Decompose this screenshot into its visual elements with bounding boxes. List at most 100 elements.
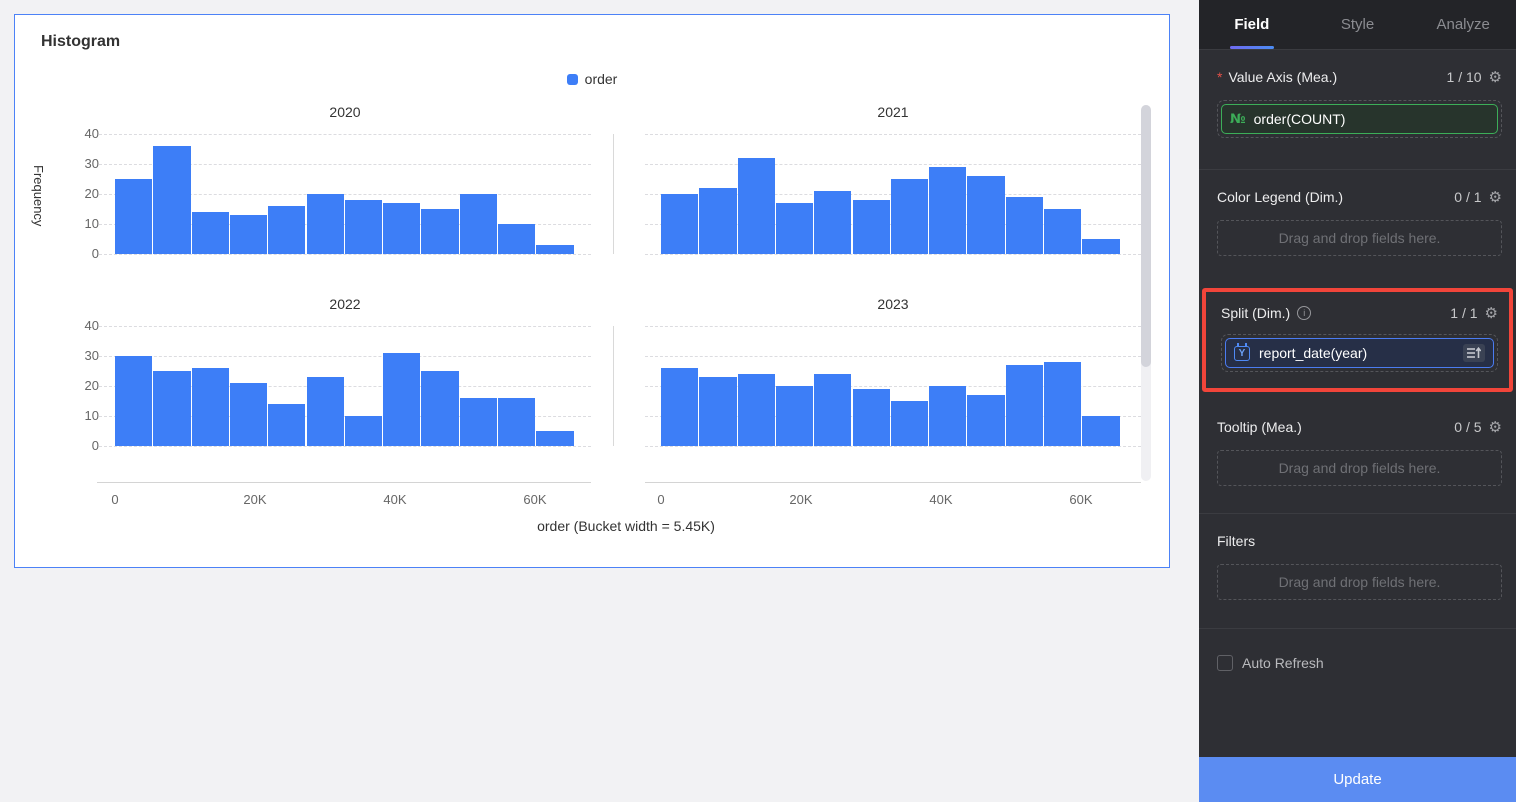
drop-area-value-axis[interactable]: № order(COUNT) [1217,100,1502,138]
histogram-bar[interactable] [459,398,497,446]
histogram-bar[interactable] [421,209,459,254]
gridline [645,326,1141,327]
histogram-bar[interactable] [967,176,1005,254]
section-label: Value Axis (Mea.) [1228,69,1338,85]
y-tick-label: 0 [91,438,99,453]
histogram-bar[interactable] [536,431,574,446]
x-tick-label: 0 [657,492,665,507]
tab-field[interactable]: Field [1199,0,1305,49]
histogram-bar[interactable] [890,401,929,446]
drop-zone-color-legend[interactable]: Drag and drop fields here. [1217,220,1502,256]
gridline [99,254,591,255]
y-tick-label: 40 [84,318,99,333]
histogram-bar[interactable] [737,158,775,254]
histogram-bar[interactable] [852,200,890,254]
update-button[interactable]: Update [1199,757,1516,802]
histogram-bar[interactable] [229,215,268,254]
settings-gear-icon[interactable]: ⚙ [1488,417,1502,436]
auto-refresh-checkbox[interactable] [1217,655,1233,671]
drop-zone-filters[interactable]: Drag and drop fields here. [1217,564,1502,600]
histogram-bar[interactable] [383,353,421,446]
histogram-bar[interactable] [115,356,153,446]
histogram-bar[interactable] [229,383,268,446]
histogram-bar[interactable] [1044,362,1082,446]
histogram-bar[interactable] [191,368,229,446]
x-axis-line-left [97,482,591,483]
histogram-bar[interactable] [775,386,814,446]
section-tooltip: Tooltip (Mea.) 0 / 5 ⚙ Drag and drop fie… [1199,392,1516,514]
field-config-panel: Field Style Analyze * Value Axis (Mea.) … [1199,0,1516,802]
histogram-bar[interactable] [268,206,306,254]
chart-scrollbar-thumb[interactable] [1141,105,1151,367]
histogram-plot-2021 [645,134,1141,255]
y-tick-label: 40 [84,126,99,141]
section-label: Split (Dim.) [1221,305,1291,321]
histogram-plot-2022 [99,326,591,447]
info-icon[interactable]: i [1297,306,1312,320]
field-count: 0 / 1 [1454,189,1482,205]
histogram-bar[interactable] [967,395,1005,446]
histogram-bar[interactable] [344,416,383,446]
histogram-bar[interactable] [737,374,775,446]
histogram-bar[interactable] [498,398,536,446]
y-tick-label: 30 [84,348,99,363]
sort-order-icon[interactable] [1463,344,1485,362]
field-pill-report-date[interactable]: Y report_date(year) [1225,338,1494,368]
histogram-bar[interactable] [1044,209,1082,254]
date-year-field-icon: Y [1234,342,1250,361]
measure-number-icon: № [1230,111,1246,127]
tab-analyze[interactable]: Analyze [1436,16,1490,33]
settings-gear-icon[interactable]: ⚙ [1484,303,1498,322]
field-pill-order-count[interactable]: № order(COUNT) [1221,104,1498,134]
histogram-bar[interactable] [890,179,929,254]
y-tick-label: 10 [84,216,99,231]
chart-legend[interactable]: order [15,71,1169,87]
histogram-bar[interactable] [814,191,852,254]
gridline [645,386,1141,387]
histogram-bar[interactable] [1082,416,1120,446]
settings-gear-icon[interactable]: ⚙ [1488,67,1502,86]
required-asterisk: * [1217,69,1223,85]
histogram-bar[interactable] [929,386,967,446]
histogram-bar[interactable] [536,245,574,254]
settings-gear-icon[interactable]: ⚙ [1488,187,1502,206]
tab-style[interactable]: Style [1340,16,1375,33]
section-value-axis: * Value Axis (Mea.) 1 / 10 ⚙ № order(COU… [1199,50,1516,170]
field-count: 1 / 10 [1446,69,1482,85]
drop-area-split[interactable]: Y report_date(year) [1221,334,1498,372]
histogram-bar[interactable] [153,371,191,446]
histogram-bar[interactable] [153,146,191,254]
histogram-bar[interactable] [306,194,344,254]
auto-refresh-row: Auto Refresh [1199,629,1516,671]
histogram-bar[interactable] [814,374,852,446]
x-tick-label: 60K [523,492,547,507]
histogram-bar[interactable] [661,194,699,254]
histogram-bar[interactable] [699,188,737,254]
section-label: Filters [1217,533,1256,549]
histogram-bar[interactable] [1005,197,1043,254]
gridline [99,134,591,135]
histogram-bar[interactable] [852,389,890,446]
x-axis-title: order (Bucket width = 5.45K) [537,518,715,534]
histogram-bar[interactable] [661,368,699,446]
histogram-bar[interactable] [268,404,306,446]
histogram-bar[interactable] [115,179,153,254]
histogram-bar[interactable] [191,212,229,254]
y-axis-title: Frequency [31,165,46,227]
x-axis-ticks-left: 0 20K 40K 60K [99,492,591,508]
histogram-bar[interactable] [383,203,421,254]
histogram-bar[interactable] [459,194,497,254]
histogram-bar[interactable] [498,224,536,254]
y-tick-label: 20 [84,378,99,393]
histogram-bar[interactable] [929,167,967,254]
subplot-title-2022: 2022 [329,296,361,312]
histogram-bar[interactable] [1082,239,1120,254]
histogram-bar[interactable] [306,377,344,446]
histogram-bar[interactable] [344,200,383,254]
histogram-bar[interactable] [699,377,737,446]
histogram-bar[interactable] [421,371,459,446]
field-count: 1 / 1 [1450,305,1478,321]
histogram-bar[interactable] [775,203,814,254]
histogram-bar[interactable] [1005,365,1043,446]
drop-zone-tooltip[interactable]: Drag and drop fields here. [1217,450,1502,486]
